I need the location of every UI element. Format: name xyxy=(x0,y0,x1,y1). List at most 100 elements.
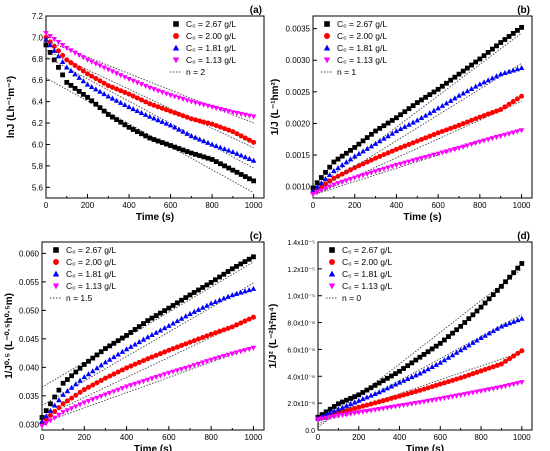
data-point xyxy=(111,354,117,360)
data-point xyxy=(117,99,124,105)
data-point xyxy=(59,42,66,48)
data-point xyxy=(490,386,497,392)
data-point xyxy=(183,365,189,371)
data-point xyxy=(192,117,199,123)
data-point xyxy=(251,178,257,184)
data-point xyxy=(506,382,513,389)
data-point xyxy=(435,86,441,92)
data-point xyxy=(111,340,117,346)
data-point xyxy=(188,99,195,105)
data-point xyxy=(251,139,257,145)
data-point xyxy=(187,310,193,316)
x-tick-label: 200 xyxy=(348,201,362,210)
data-point xyxy=(204,359,210,365)
data-point xyxy=(98,377,104,383)
legend-fit-label: n = 0 xyxy=(342,293,361,303)
data-point xyxy=(149,331,155,338)
data-point xyxy=(159,140,165,145)
data-point xyxy=(166,347,172,353)
data-point xyxy=(481,138,487,144)
data-point xyxy=(115,351,121,357)
y-tick-label: 0.0015 xyxy=(286,151,311,160)
data-point xyxy=(477,56,483,62)
data-point xyxy=(439,102,446,108)
data-point xyxy=(205,155,211,161)
data-point xyxy=(122,75,128,81)
data-point xyxy=(413,357,419,363)
data-point xyxy=(427,92,433,98)
data-point xyxy=(473,116,479,122)
data-point xyxy=(364,159,370,165)
data-point xyxy=(143,133,149,139)
data-point xyxy=(106,356,113,362)
data-point xyxy=(343,412,350,418)
data-point xyxy=(204,333,210,339)
data-point xyxy=(368,408,374,414)
plot-frame xyxy=(45,15,265,199)
data-point xyxy=(159,118,166,124)
data-point xyxy=(250,157,257,163)
data-point xyxy=(209,157,215,162)
data-point xyxy=(159,90,166,96)
data-point xyxy=(130,106,136,112)
data-point xyxy=(84,57,91,63)
data-point xyxy=(494,325,501,331)
data-point xyxy=(519,24,524,30)
data-point xyxy=(170,369,176,375)
data-point xyxy=(230,129,236,135)
panel-label: (d) xyxy=(517,231,530,242)
data-point xyxy=(441,357,448,363)
data-point xyxy=(85,71,91,77)
data-point xyxy=(448,125,454,131)
data-point xyxy=(423,135,429,141)
data-point xyxy=(482,388,488,394)
data-point xyxy=(514,129,521,135)
data-point xyxy=(404,375,411,381)
data-point xyxy=(118,119,124,125)
series-0 xyxy=(310,24,524,191)
data-point xyxy=(368,401,374,407)
data-point xyxy=(490,328,497,334)
data-point xyxy=(195,306,202,312)
data-point xyxy=(377,125,383,131)
legend-marker xyxy=(173,33,179,39)
data-point xyxy=(518,64,525,70)
data-point xyxy=(464,88,471,94)
data-point xyxy=(242,288,248,294)
data-point xyxy=(489,75,496,81)
data-point xyxy=(368,170,375,176)
data-point xyxy=(352,394,358,400)
data-point xyxy=(225,293,231,299)
data-point xyxy=(457,392,464,398)
data-point xyxy=(69,395,75,401)
legend-label: C₀ = 1.81 g/L xyxy=(186,43,236,53)
series-2 xyxy=(39,282,257,424)
data-point xyxy=(89,368,96,374)
data-point xyxy=(195,361,202,367)
legend-marker xyxy=(53,247,59,253)
data-point xyxy=(222,126,228,132)
data-point xyxy=(360,409,366,415)
data-point xyxy=(452,124,458,130)
y-tick-label: 6.2 xyxy=(32,119,44,128)
data-point xyxy=(130,93,136,99)
data-point xyxy=(134,95,140,101)
data-point xyxy=(443,100,450,106)
data-point xyxy=(140,358,147,364)
data-point xyxy=(514,96,520,102)
legend-marker xyxy=(172,57,180,64)
data-point xyxy=(138,82,145,88)
data-point xyxy=(339,153,345,159)
data-point xyxy=(170,320,176,326)
data-point xyxy=(410,103,416,109)
x-tick-label: 0 xyxy=(316,433,321,442)
data-point xyxy=(368,392,374,398)
data-point xyxy=(229,351,236,357)
data-point xyxy=(393,162,400,169)
data-point xyxy=(380,398,386,404)
data-point xyxy=(88,83,95,90)
data-point xyxy=(246,287,252,293)
data-point xyxy=(384,397,390,403)
data-point xyxy=(421,386,427,392)
x-tick-label: 800 xyxy=(474,433,488,442)
